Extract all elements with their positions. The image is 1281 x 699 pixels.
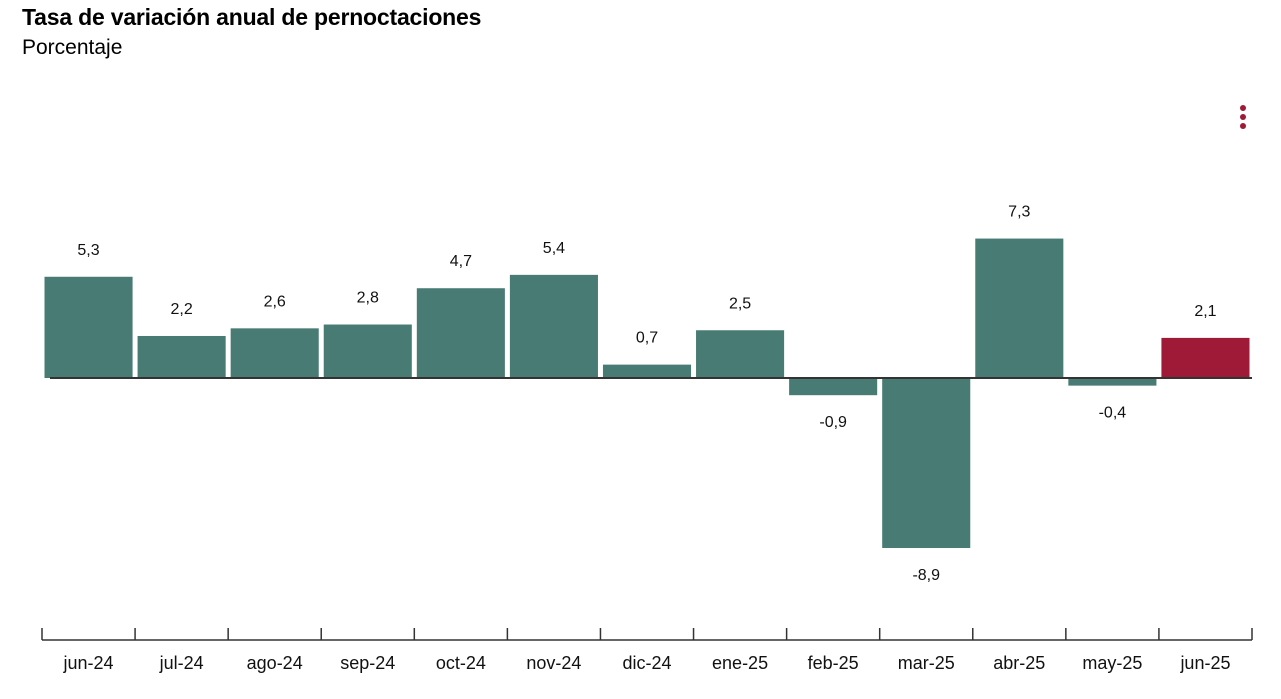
bar[interactable] <box>230 328 319 378</box>
bar[interactable] <box>1068 378 1157 386</box>
x-tick-label: ene-25 <box>712 653 768 673</box>
bar[interactable] <box>975 238 1064 378</box>
x-tick-label: oct-24 <box>436 653 486 673</box>
chart-title: Tasa de variación anual de pernoctacione… <box>22 4 482 30</box>
x-tick-label: dic-24 <box>622 653 671 673</box>
x-tick-label: nov-24 <box>526 653 581 673</box>
data-label: 2,2 <box>170 301 192 318</box>
bar[interactable] <box>416 288 505 378</box>
data-label: 4,7 <box>450 253 472 270</box>
bar[interactable] <box>509 274 598 378</box>
x-tick-label: jul-24 <box>159 653 204 673</box>
chart-subtitle: Porcentaje <box>22 36 123 59</box>
data-label: 2,8 <box>357 290 379 307</box>
data-label: 5,3 <box>77 242 99 259</box>
bar[interactable] <box>44 276 133 378</box>
bar[interactable] <box>789 378 878 396</box>
data-label: -0,4 <box>1099 405 1127 422</box>
bar[interactable] <box>137 335 226 378</box>
x-tick-label: may-25 <box>1082 653 1142 673</box>
x-tick-label: jun-24 <box>63 653 114 673</box>
x-tick-label: mar-25 <box>898 653 955 673</box>
vertical-dots-icon[interactable] <box>1232 100 1254 134</box>
bar[interactable] <box>602 364 692 378</box>
data-label: 0,7 <box>636 330 658 347</box>
x-tick-label: sep-24 <box>340 653 395 673</box>
bar[interactable] <box>696 330 785 378</box>
bar[interactable] <box>882 378 971 548</box>
data-label: -0,9 <box>819 414 847 431</box>
bar[interactable] <box>323 324 412 378</box>
data-label: 5,4 <box>543 240 565 257</box>
data-label: -8,9 <box>912 567 940 584</box>
data-label: 2,5 <box>729 295 751 312</box>
x-tick-label: feb-25 <box>808 653 859 673</box>
bar[interactable] <box>1161 337 1250 378</box>
data-label: 7,3 <box>1008 204 1030 221</box>
data-label: 2,6 <box>264 293 286 310</box>
x-tick-label: jun-25 <box>1179 653 1230 673</box>
x-tick-label: abr-25 <box>993 653 1045 673</box>
x-tick-label: ago-24 <box>247 653 303 673</box>
data-label: 2,1 <box>1194 303 1216 320</box>
